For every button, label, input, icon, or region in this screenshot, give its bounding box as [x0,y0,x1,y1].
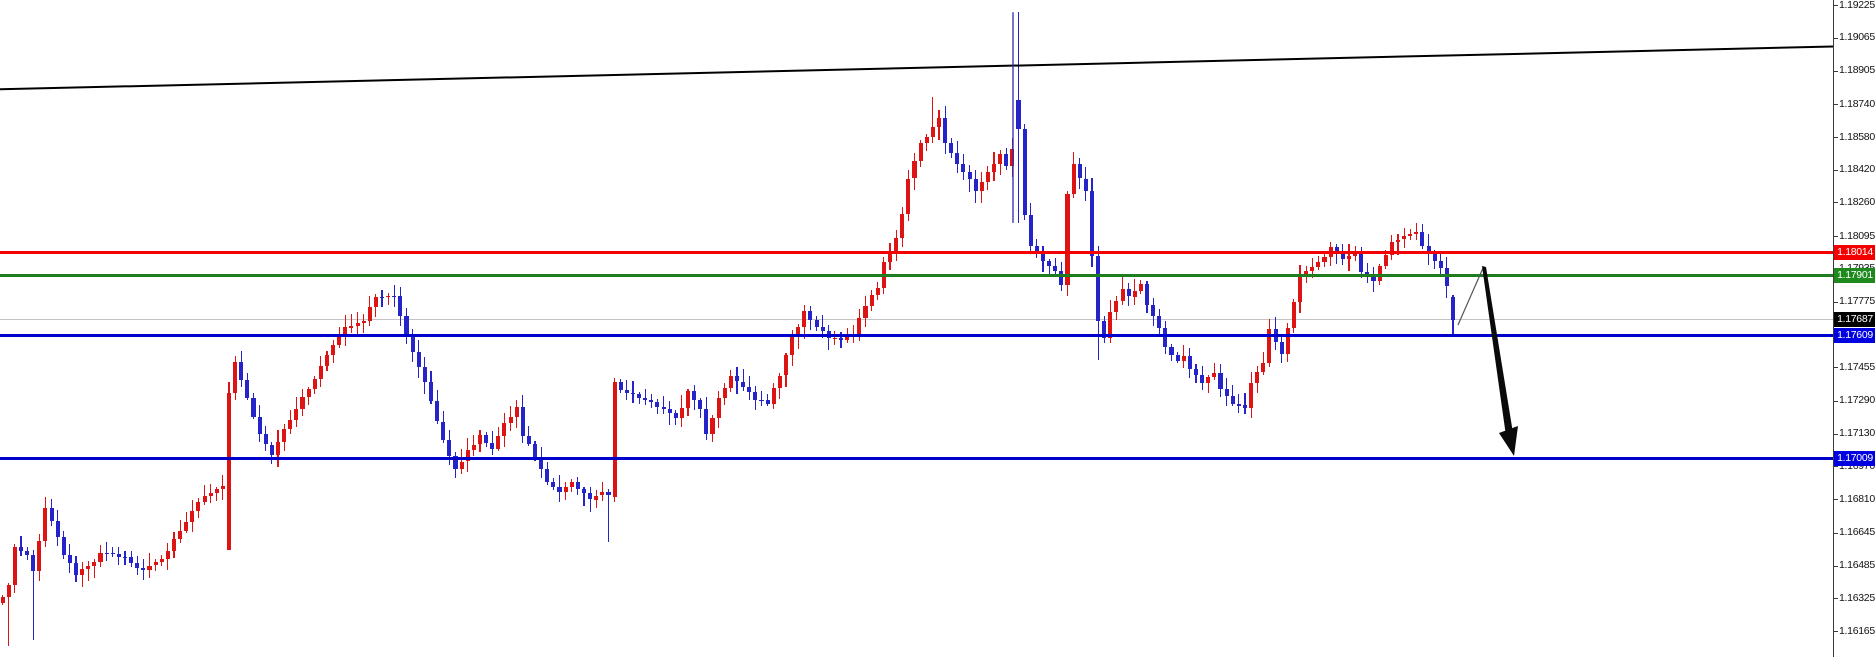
resistance-line-green-badge: 1.17901 [1834,268,1875,284]
resistance-line-green[interactable] [0,274,1833,278]
support-line-blue-upper[interactable] [0,334,1833,338]
trend-line[interactable] [0,45,1834,91]
axis-tick-label: 1.16325 [1839,591,1875,604]
axis-tick [1833,367,1838,369]
resistance-line-red-badge: 1.18014 [1834,245,1875,261]
axis-tick-label: 1.16485 [1839,559,1875,571]
support-line-blue-upper-badge: 1.17609 [1834,328,1875,344]
axis-tick-label: 1.16810 [1839,492,1875,505]
axis-tick-label: 1.18260 [1839,195,1875,208]
resistance-line-red[interactable] [0,251,1833,255]
axis-tick-label: 1.18095 [1839,229,1875,242]
axis-tick [1833,301,1838,303]
axis-tick-label: 1.18905 [1839,64,1875,76]
price-axis[interactable]: 1.19225 1.19065 1.18905 1.18740 1.18580 1.184… [1833,0,1875,657]
axis-tick [1833,433,1838,435]
axis-tick [1833,631,1838,632]
projection-arrow[interactable] [1457,266,1518,456]
axis-tick [1833,466,1838,468]
axis-tick [1833,236,1838,238]
axis-tick-label: 1.16645 [1839,526,1875,539]
axis-tick [1833,5,1838,6]
axis-tick [1833,104,1838,106]
axis-tick-label: 1.19225 [1839,0,1875,11]
axis-tick-label: 1.19065 [1839,31,1875,44]
axis-tick-label: 1.17775 [1839,295,1875,308]
axis-tick [1833,169,1838,171]
axis-tick-label: 1.18420 [1839,163,1875,176]
axis-tick-label: 1.18740 [1839,97,1875,110]
current-price-badge: 1.17687 [1834,312,1875,328]
support-line-blue-lower-badge: 1.17009 [1834,450,1875,466]
axis-tick [1833,400,1838,402]
axis-tick [1833,202,1838,204]
arrow-head-icon [1499,426,1518,456]
axis-tick [1833,499,1838,500]
axis-tick-label: 1.17130 [1839,427,1875,440]
support-line-blue-lower[interactable] [0,456,1833,460]
axis-tick-label: 1.17290 [1839,394,1875,407]
axis-tick [1833,137,1838,138]
chart-canvas[interactable] [0,0,1833,657]
axis-tick [1833,565,1838,567]
axis-tick [1833,37,1838,39]
axis-tick [1833,532,1838,534]
axis-tick-label: 1.18580 [1839,130,1875,143]
axis-tick [1833,598,1838,600]
axis-tick-label: 1.17455 [1839,360,1875,373]
current-price-line [0,319,1833,321]
axis-tick [1833,70,1838,72]
axis-tick-label: 1.16165 [1839,624,1875,637]
